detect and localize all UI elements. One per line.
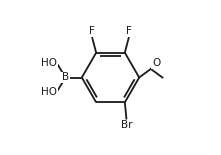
Text: F: F (89, 26, 95, 36)
Text: F: F (126, 26, 132, 36)
Text: B: B (62, 73, 69, 82)
Text: HO: HO (41, 87, 57, 97)
Text: HO: HO (41, 58, 57, 68)
Text: O: O (152, 58, 160, 68)
Text: Br: Br (121, 120, 132, 131)
